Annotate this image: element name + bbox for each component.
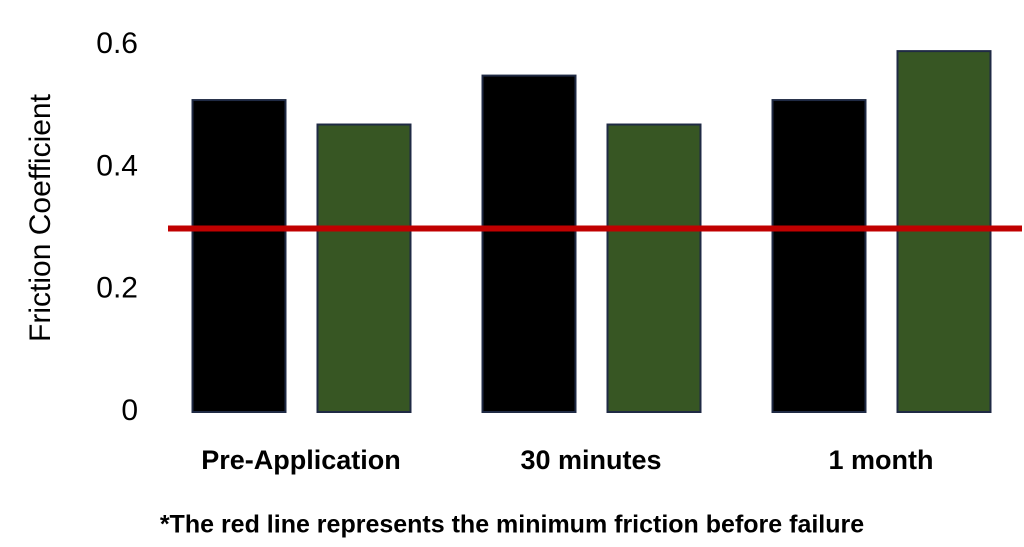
bar bbox=[896, 50, 992, 413]
bar bbox=[316, 123, 412, 414]
y-axis-title: Friction Coefficient bbox=[24, 93, 57, 342]
annotation: *The red line represents the minimum fri… bbox=[160, 511, 864, 539]
y-tick-label: 0.6 bbox=[96, 27, 138, 60]
y-tick-label: 0.2 bbox=[96, 272, 138, 305]
bar bbox=[771, 99, 867, 414]
x-tick-label: Pre-Application bbox=[201, 445, 401, 475]
bar bbox=[481, 74, 577, 413]
x-tick-label: 30 minutes bbox=[520, 445, 661, 475]
y-tick-label: 0.4 bbox=[96, 149, 138, 182]
bar bbox=[606, 123, 702, 414]
bar bbox=[191, 99, 287, 414]
y-tick-label: 0 bbox=[121, 394, 138, 427]
x-tick-label: 1 month bbox=[829, 445, 934, 475]
